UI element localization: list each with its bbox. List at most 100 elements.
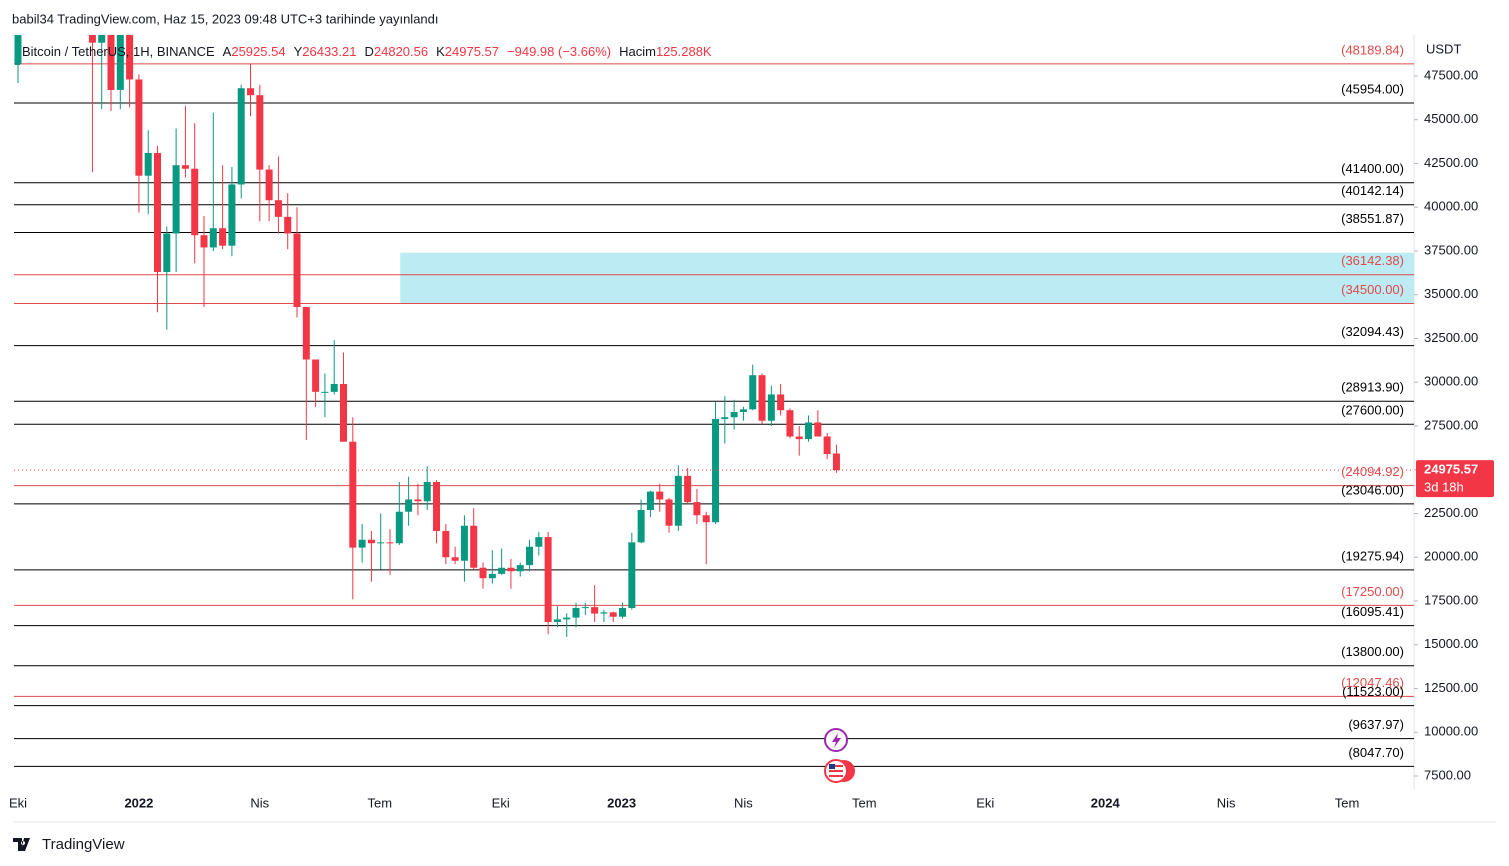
y-tick-label: 32500.00 [1424, 330, 1478, 345]
legend-key: K [436, 44, 445, 59]
candle-body [237, 88, 245, 185]
level-label: (17250.00) [1341, 584, 1404, 599]
candle-body [386, 542, 394, 544]
countdown: 3d 18h [1424, 480, 1464, 495]
candle-body [628, 542, 636, 608]
level-label: (41400.00) [1341, 161, 1404, 176]
level-label: (45954.00) [1341, 81, 1404, 96]
candle-body [377, 542, 385, 544]
level-label: (24094.92) [1341, 464, 1404, 479]
last-price-tag [1416, 460, 1494, 498]
candle-body [609, 612, 617, 617]
candle-body [572, 607, 580, 618]
legend-key: D [364, 44, 373, 59]
candle-body [340, 383, 348, 442]
candle-body [219, 228, 227, 246]
candle-body [200, 235, 208, 248]
x-tick-label: Nis [734, 795, 753, 810]
candle-body [795, 436, 803, 440]
candle-body [488, 573, 496, 579]
legend-value: 26433.21 [302, 44, 356, 59]
candle-body [516, 565, 524, 572]
candle-body [470, 525, 478, 568]
level-label: (12047.46) [1341, 675, 1404, 690]
level-label: (11523.00) [1342, 684, 1404, 699]
legend-volume: 125.288K [656, 44, 712, 59]
x-tick-label: 2024 [1091, 795, 1121, 810]
candle-body [498, 567, 506, 574]
y-tick-label: 12500.00 [1424, 680, 1478, 695]
candle-body [423, 481, 431, 502]
candle-body [767, 394, 775, 421]
candle-body [739, 409, 747, 412]
candle-body [526, 546, 534, 566]
y-tick-label: 40000.00 [1424, 199, 1478, 214]
candle-body [414, 499, 422, 502]
candle-body [116, 35, 124, 90]
candle-body [293, 233, 301, 307]
candle-body [693, 502, 701, 516]
flag-canton [829, 764, 835, 769]
y-tick-label: 37500.00 [1424, 242, 1478, 257]
y-tick-label: 47500.00 [1424, 67, 1478, 82]
candle-body [581, 607, 589, 609]
candle-body [544, 537, 552, 622]
candle-body [600, 612, 608, 614]
y-tick-label: 22500.00 [1424, 505, 1478, 520]
candle-body [451, 557, 459, 561]
candle-body [181, 165, 189, 169]
candle-body [479, 567, 487, 579]
y-tick-label: 10000.00 [1424, 724, 1478, 739]
legend-marker [15, 35, 20, 65]
y-tick-label: 42500.00 [1424, 155, 1478, 170]
x-tick-label: Eki [492, 795, 510, 810]
flag-stripe [829, 775, 843, 777]
candle-body [312, 359, 320, 392]
candle-body [349, 441, 357, 548]
symbol: Bitcoin / TetherUS, 1H, BINANCE [22, 44, 215, 59]
candle-body [274, 200, 282, 217]
candle-body [191, 168, 199, 236]
y-tick-label: 30000.00 [1424, 374, 1478, 389]
last-price: 24975.57 [1424, 462, 1478, 477]
level-label: (36142.38) [1341, 253, 1404, 268]
legend-change: −949.98 (−3.66%) [507, 44, 611, 59]
y-tick-label: 27500.00 [1424, 417, 1478, 432]
candle-body [702, 515, 710, 523]
candle-body [126, 35, 134, 80]
candle-body [507, 567, 515, 572]
candle-body [674, 475, 682, 526]
level-label: (8047.70) [1348, 745, 1404, 760]
level-label: (16095.41) [1341, 604, 1404, 619]
level-label: (34500.00) [1341, 282, 1404, 297]
candle-body [154, 152, 162, 272]
candle-body [367, 539, 375, 544]
y-tick-label: 35000.00 [1424, 286, 1478, 301]
candle-body [712, 418, 720, 523]
x-tick-label: Eki [9, 795, 27, 810]
flag-stripe [829, 765, 843, 767]
y-tick-label: 15000.00 [1424, 636, 1478, 651]
candle-body [460, 525, 468, 561]
x-tick-label: 2023 [607, 795, 636, 810]
x-tick-label: Tem [368, 795, 393, 810]
event-icons [824, 728, 855, 783]
logo-text: TradingView [42, 836, 125, 853]
candle-body [563, 617, 571, 620]
candle-body [144, 152, 152, 176]
y-tick-label: 17500.00 [1424, 592, 1478, 607]
candle-body [88, 35, 96, 43]
candle-body [321, 391, 329, 393]
level-label: (38551.87) [1341, 211, 1404, 226]
candle-body [358, 539, 366, 548]
candle-body [656, 491, 664, 500]
candle-body [591, 607, 599, 614]
candle-body [832, 453, 840, 471]
candle-body [721, 417, 729, 419]
level-label: (23046.00) [1341, 482, 1404, 497]
y-unit: USDT [1426, 41, 1461, 56]
candle-body [535, 537, 543, 547]
candle-body [637, 509, 645, 543]
